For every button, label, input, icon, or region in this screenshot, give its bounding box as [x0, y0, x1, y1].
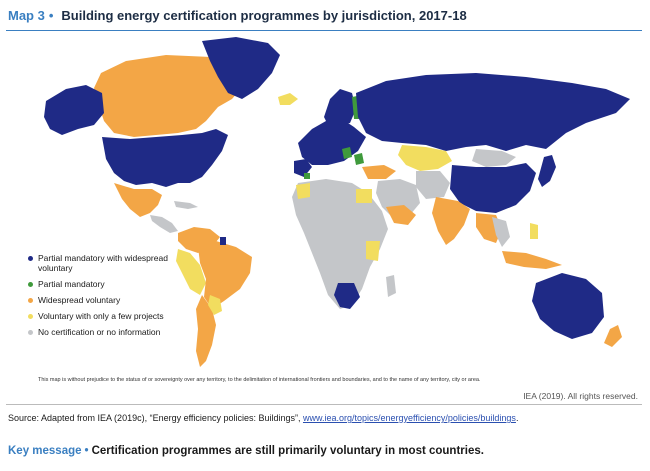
source-link[interactable]: www.iea.org/topics/energyefficiency/poli…: [302, 413, 516, 423]
map-number: Map 3: [8, 8, 45, 23]
legend-item: Voluntary with only a few projects: [28, 311, 178, 321]
region-turkey: [362, 165, 396, 179]
header-rule: [6, 30, 642, 31]
region-green-europe-3: [304, 173, 310, 179]
map-title: Building energy certification programmes…: [61, 8, 467, 23]
region-caribbean: [174, 201, 198, 209]
region-southern-africa: [334, 283, 360, 309]
legend-label: Partial mandatory with widespread volunt…: [38, 253, 168, 273]
legend-dot: [28, 314, 33, 319]
region-india: [432, 197, 470, 245]
region-russia: [356, 73, 630, 151]
region-french-guiana: [220, 237, 226, 245]
key-message-bullet: •: [84, 445, 89, 457]
region-madagascar: [386, 275, 396, 297]
region-mexico: [114, 183, 162, 217]
legend-item: Widespread voluntary: [28, 295, 178, 305]
region-central-america: [150, 215, 178, 233]
legend-label: No certification or no information: [38, 327, 161, 337]
legend-label: Partial mandatory: [38, 279, 105, 289]
world-map: [44, 37, 630, 367]
region-philippines: [530, 223, 538, 239]
region-africa: [292, 179, 388, 309]
region-mongolia: [472, 149, 516, 167]
region-central-asia: [416, 171, 450, 199]
legend-dot: [28, 330, 33, 335]
map-disclaimer: This map is without prejudice to the sta…: [38, 377, 481, 383]
region-scandinavia: [324, 89, 356, 125]
map-credit: IEA (2019). All rights reserved.: [523, 391, 638, 401]
region-iberia: [294, 159, 312, 177]
legend-dot: [28, 282, 33, 287]
legend-dot: [28, 298, 33, 303]
region-japan: [538, 155, 556, 187]
region-indonesia: [502, 251, 562, 269]
region-andes: [176, 249, 206, 295]
region-arabia: [386, 205, 416, 225]
map-legend: Partial mandatory with widespread volunt…: [28, 253, 178, 343]
region-new-zealand: [604, 325, 622, 347]
region-kazakhstan: [398, 145, 452, 171]
region-australia: [532, 273, 604, 339]
region-east-africa: [366, 241, 380, 261]
legend-item: Partial mandatory: [28, 279, 178, 289]
legend-label: Widespread voluntary: [38, 295, 121, 305]
region-greenland: [202, 37, 280, 99]
legend-label: Voluntary with only a few projects: [38, 311, 164, 321]
region-morocco: [296, 183, 310, 199]
key-message-label: Key message: [8, 445, 82, 457]
legend-item: No certification or no information: [28, 327, 178, 337]
legend-item: Partial mandatory with widespread volunt…: [28, 253, 178, 273]
title-bullet: •: [48, 8, 54, 23]
map-header: Map 3 • Building energy certification prog…: [8, 8, 640, 30]
region-usa: [102, 129, 228, 187]
region-green-europe-2: [354, 153, 364, 165]
region-alaska: [44, 85, 104, 135]
source-prefix: Source: Adapted from IEA (2019c), “Energ…: [8, 413, 303, 423]
region-brazil: [198, 241, 252, 309]
source-rule: [6, 404, 642, 405]
region-canada: [94, 55, 244, 137]
region-indochina: [492, 217, 510, 247]
key-message: Key message • Certification programmes are…: [8, 445, 484, 457]
key-message-text: Certification programmes are still prima…: [91, 445, 484, 457]
source-line: Source: Adapted from IEA (2019c), “Energ…: [8, 413, 518, 423]
region-egypt: [356, 189, 372, 203]
region-paraguay-uruguay: [208, 295, 222, 315]
region-green-europe-1: [342, 147, 352, 159]
source-suffix: .: [515, 413, 519, 423]
region-china: [450, 163, 536, 213]
region-southern-cone: [196, 295, 216, 367]
legend-dot: [28, 256, 33, 261]
region-iceland: [278, 93, 298, 105]
